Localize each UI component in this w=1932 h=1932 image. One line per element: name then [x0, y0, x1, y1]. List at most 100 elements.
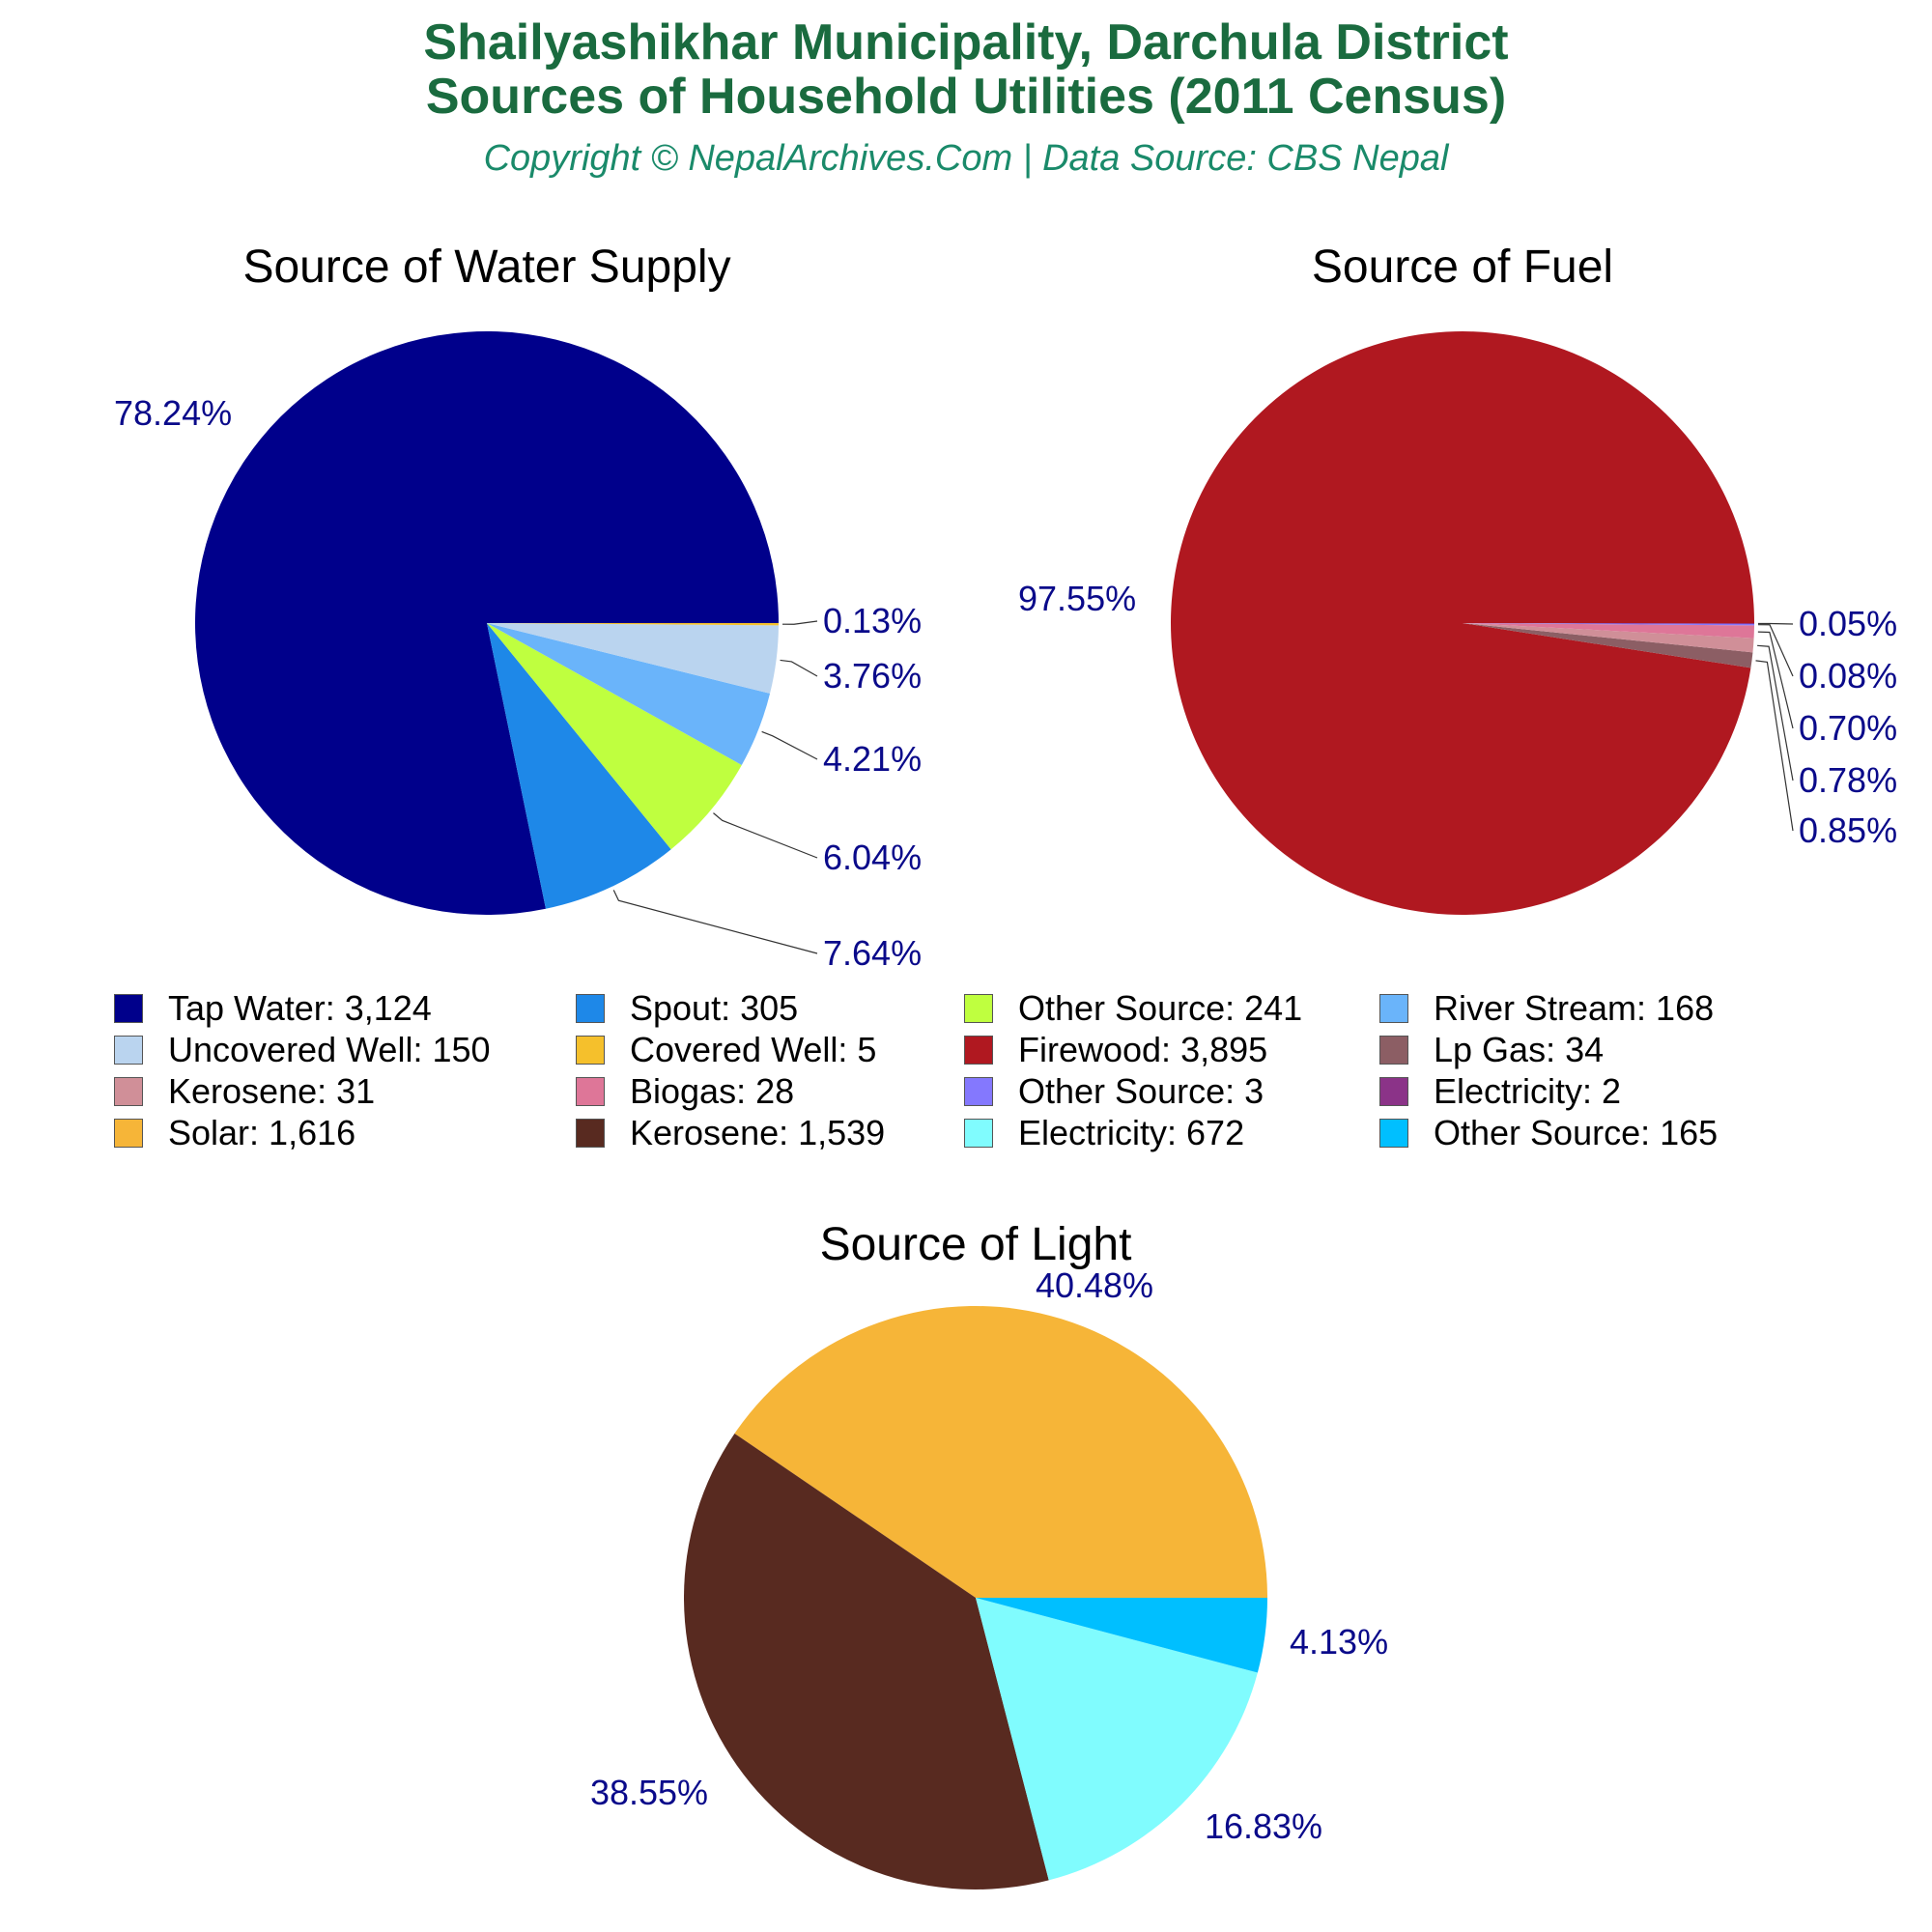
legend-label: Firewood: 3,895	[1018, 1029, 1268, 1069]
source-of-light-slice-electricity	[976, 1598, 1258, 1881]
legend-label: Tap Water: 3,124	[168, 987, 432, 1028]
source-of-fuel-leader-line	[1755, 660, 1794, 832]
legend-row: Uncovered Well: 150 Covered Well: 5 Firewo…	[114, 1029, 1911, 1070]
legend-swatch	[1379, 993, 1408, 1023]
legend-item-covered-well-5: Covered Well: 5	[576, 1029, 964, 1070]
source-of-water-supply-slice-covered-well	[487, 623, 779, 626]
source-of-water-supply-leader-line	[713, 812, 818, 859]
source-of-fuel-slice-other-source	[1463, 623, 1754, 626]
legend-swatch	[964, 1076, 993, 1106]
legend-label: Electricity: 2	[1434, 1070, 1622, 1111]
source-of-light-label-solar: 40.48%	[1036, 1265, 1153, 1305]
legend-swatch	[1379, 1118, 1408, 1148]
source-of-fuel-leader-line	[1757, 631, 1794, 729]
legend-item-solar-1-616: Solar: 1,616	[114, 1112, 576, 1153]
legend-swatch	[964, 993, 993, 1023]
legend-item-river-stream-168: River Stream: 168	[1379, 987, 1841, 1029]
legend-item-electricity-2: Electricity: 2	[1379, 1070, 1841, 1112]
legend-row: Kerosene: 31 Biogas: 28 Other Source: 3 Ele…	[114, 1070, 1911, 1112]
legend-item-uncovered-well-150: Uncovered Well: 150	[114, 1029, 576, 1070]
legend-swatch	[964, 1118, 993, 1148]
legend-item-other-source-241: Other Source: 241	[964, 987, 1379, 1029]
source-of-fuel-label-kerosene: 0.78%	[1799, 760, 1897, 800]
legend-swatch	[576, 1076, 605, 1106]
source-of-water-supply-slice-spout	[487, 623, 671, 909]
pie-water-supply: Source of Water Supply 78.24% 7.64% 6.04% 4.…	[114, 242, 922, 973]
legend-label: Kerosene: 31	[168, 1070, 376, 1111]
legend-swatch	[1379, 1035, 1408, 1065]
legend-label: Biogas: 28	[630, 1070, 795, 1111]
legend-row: Solar: 1,616 Kerosene: 1,539 Electricity: …	[114, 1112, 1911, 1153]
source-of-water-supply-label-river-stream: 4.21%	[823, 739, 922, 779]
source-of-water-supply-label-tap-water: 78.24%	[114, 393, 232, 433]
legend-label: River Stream: 168	[1434, 987, 1715, 1028]
legend-swatch	[576, 1035, 605, 1065]
source-of-water-supply-leader-line	[780, 659, 818, 677]
pie-fuel: Source of Fuel 97.55% 0.85% 0.78% 0.70% 0.08%…	[1018, 242, 1897, 915]
source-of-water-supply-label-spout: 7.64%	[823, 933, 922, 973]
source-of-fuel-label-firewood: 97.55%	[1018, 579, 1136, 618]
source-of-fuel-slice-lp-gas	[1463, 623, 1753, 668]
source-of-water-supply-leader-line	[781, 620, 818, 625]
legend-label: Other Source: 3	[1018, 1070, 1264, 1111]
source-of-water-supply-slice-uncovered-well	[487, 623, 779, 694]
source-of-fuel-slice-electricity	[1463, 623, 1754, 624]
source-of-light-slice-other-source	[976, 1598, 1267, 1673]
source-of-fuel-label-lp-gas: 0.85%	[1799, 810, 1897, 850]
source-of-water-supply-label-other-source: 6.04%	[823, 838, 922, 877]
legend: Tap Water: 3,124 Spout: 305 Other Source: …	[114, 987, 1911, 1153]
legend-swatch	[114, 1118, 143, 1148]
legend-swatch	[576, 1118, 605, 1148]
source-of-fuel-label-electricity: 0.05%	[1799, 604, 1897, 643]
source-of-water-supply-slice-river-stream	[487, 623, 771, 765]
legend-item-kerosene-31: Kerosene: 31	[114, 1070, 576, 1112]
source-of-fuel-label-biogas: 0.70%	[1799, 708, 1897, 748]
source-of-fuel-slice-firewood	[1171, 330, 1754, 915]
source-of-fuel-slice-biogas	[1463, 623, 1754, 639]
legend-swatch	[1379, 1076, 1408, 1106]
legend-swatch	[114, 1035, 143, 1065]
chart-title-line-2: Sources of Household Utilities (2011 Cen…	[425, 69, 1507, 125]
source-of-light-slice-kerosene	[684, 1433, 1049, 1889]
legend-item-spout-305: Spout: 305	[576, 987, 964, 1029]
legend-swatch	[114, 1076, 143, 1106]
source-of-water-supply-label-covered-well: 0.13%	[823, 601, 922, 640]
legend-swatch	[576, 993, 605, 1023]
legend-label: Electricity: 672	[1018, 1112, 1245, 1152]
source-of-light-title: Source of Light	[820, 1219, 1132, 1270]
legend-label: Spout: 305	[630, 987, 799, 1028]
chart-header: Shailyashikhar Municipality, Darchula Di…	[0, 0, 1932, 180]
legend-label: Solar: 1,616	[168, 1112, 356, 1152]
legend-label: Kerosene: 1,539	[630, 1112, 886, 1152]
legend-item-lp-gas-34: Lp Gas: 34	[1379, 1029, 1841, 1070]
legend-item-tap-water-3-124: Tap Water: 3,124	[114, 987, 576, 1029]
source-of-light-label-other-source: 4.13%	[1290, 1622, 1388, 1662]
legend-label: Lp Gas: 34	[1434, 1029, 1605, 1069]
source-of-fuel-leader-line	[1757, 622, 1794, 625]
source-of-light-slice-solar	[734, 1306, 1267, 1598]
source-of-light-label-kerosene: 38.55%	[590, 1773, 708, 1812]
legend-label: Other Source: 241	[1018, 987, 1303, 1028]
legend-item-biogas-28: Biogas: 28	[576, 1070, 964, 1112]
source-of-water-supply-label-uncovered-well: 3.76%	[823, 656, 922, 696]
source-of-fuel-leader-line	[1757, 644, 1794, 781]
legend-item-electricity-672: Electricity: 672	[964, 1112, 1379, 1153]
source-of-fuel-leader-line	[1757, 624, 1794, 677]
legend-row: Tap Water: 3,124 Spout: 305 Other Source: …	[114, 987, 1911, 1029]
source-of-fuel-label-other-source: 0.08%	[1799, 656, 1897, 696]
source-of-water-supply-leader-line	[612, 890, 818, 954]
legend-item-other-source-165: Other Source: 165	[1379, 1112, 1841, 1153]
legend-label: Other Source: 165	[1434, 1112, 1719, 1152]
source-of-fuel-title: Source of Fuel	[1312, 242, 1613, 293]
legend-label: Covered Well: 5	[630, 1029, 877, 1069]
legend-item-other-source-3: Other Source: 3	[964, 1070, 1379, 1112]
legend-item-firewood-3-895: Firewood: 3,895	[964, 1029, 1379, 1070]
source-of-water-supply-slice-other-source	[487, 623, 742, 850]
chart-subtitle: Copyright © NepalArchives.Com | Data Sou…	[483, 138, 1449, 179]
legend-swatch	[964, 1035, 993, 1065]
chart-title-line-1: Shailyashikhar Municipality, Darchula Di…	[423, 14, 1509, 71]
legend-label: Uncovered Well: 150	[168, 1029, 491, 1069]
source-of-water-supply-title: Source of Water Supply	[242, 242, 730, 293]
